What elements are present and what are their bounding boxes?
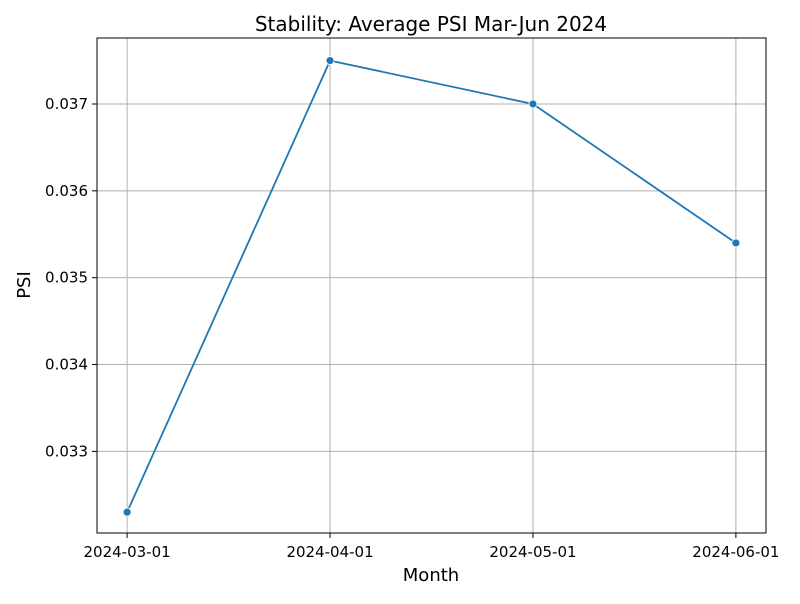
- y-axis-ticks: 0.033 0.034 0.035 0.036 0.037: [45, 95, 97, 460]
- data-point: [731, 238, 741, 248]
- grid-lines: [97, 38, 766, 533]
- data-point: [325, 56, 335, 65]
- series-line: [126, 59, 737, 513]
- y-tick-label: 0.033: [45, 442, 88, 460]
- chart-title: Stability: Average PSI Mar-Jun 2024: [255, 12, 607, 36]
- y-axis-label: PSI: [14, 271, 35, 299]
- plot-frame: [96, 37, 767, 534]
- x-axis-label: Month: [403, 565, 459, 586]
- y-tick-label: 0.037: [45, 95, 88, 113]
- y-tick-label: 0.036: [45, 182, 88, 200]
- x-tick-label: 2024-05-01: [489, 543, 576, 561]
- data-point: [122, 507, 132, 517]
- x-axis-ticks: 2024-03-01 2024-04-01 2024-05-01 2024-06-01: [84, 533, 779, 561]
- x-tick-label: 2024-06-01: [692, 543, 779, 561]
- y-tick-label: 0.034: [45, 356, 88, 374]
- series-layer: [122, 56, 741, 517]
- x-tick-label: 2024-03-01: [84, 543, 171, 561]
- y-tick-label: 0.035: [45, 269, 88, 287]
- data-point: [528, 99, 538, 109]
- x-tick-label: 2024-04-01: [286, 543, 373, 561]
